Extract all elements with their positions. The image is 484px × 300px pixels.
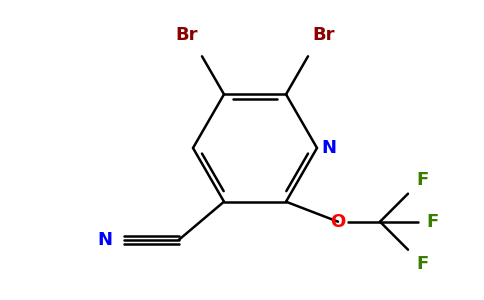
Text: N: N <box>321 139 336 157</box>
Text: O: O <box>331 213 346 231</box>
Text: N: N <box>97 231 112 249</box>
Text: F: F <box>426 213 438 231</box>
Text: Br: Br <box>176 26 198 44</box>
Text: Br: Br <box>312 26 334 44</box>
Text: F: F <box>416 255 428 273</box>
Text: F: F <box>416 171 428 189</box>
